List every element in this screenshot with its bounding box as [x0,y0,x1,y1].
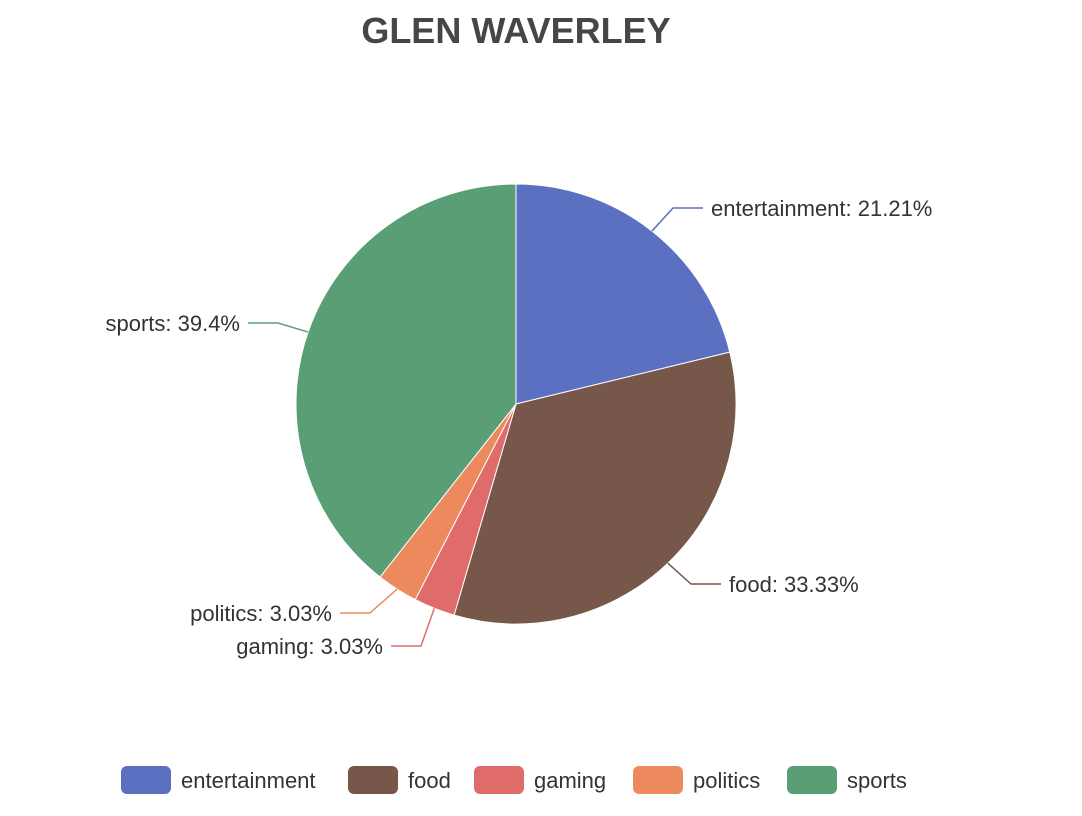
legend-swatch-sports[interactable] [787,766,837,794]
slice-label-food: food: 33.33% [729,572,859,597]
legend-label-politics[interactable]: politics [693,768,760,793]
label-leader-lines [248,207,721,647]
leader-line-politics [340,588,398,614]
legend-swatch-politics[interactable] [633,766,683,794]
slice-label-gaming: gaming: 3.03% [236,634,383,659]
legend: entertainment food gaming politics sports [121,766,907,794]
legend-item-entertainment[interactable]: entertainment [121,766,316,794]
slice-label-politics: politics: 3.03% [190,601,332,626]
legend-item-politics[interactable]: politics [633,766,760,794]
slice-label-entertainment: entertainment: 21.21% [711,196,932,221]
legend-label-sports[interactable]: sports [847,768,907,793]
slice-label-sports: sports: 39.4% [105,311,240,336]
pie-slice-sports[interactable] [295,183,517,578]
slice-labels: entertainment: 21.21% food: 33.33% gaming:… [105,196,932,659]
leader-line-gaming [391,608,436,647]
legend-swatch-entertainment[interactable] [121,766,171,794]
leader-line-food [667,562,721,585]
legend-swatch-gaming[interactable] [474,766,524,794]
legend-item-gaming[interactable]: gaming [474,766,606,794]
legend-swatch-food[interactable] [348,766,398,794]
leader-line-entertainment [651,207,703,232]
leader-line-sports [248,322,309,333]
chart-title: GLEN WAVERLEY [361,10,670,51]
legend-label-gaming[interactable]: gaming [534,768,606,793]
pie-slices [295,183,737,625]
legend-item-sports[interactable]: sports [787,766,907,794]
legend-item-food[interactable]: food [348,766,451,794]
legend-label-food[interactable]: food [408,768,451,793]
legend-label-entertainment[interactable]: entertainment [181,768,316,793]
